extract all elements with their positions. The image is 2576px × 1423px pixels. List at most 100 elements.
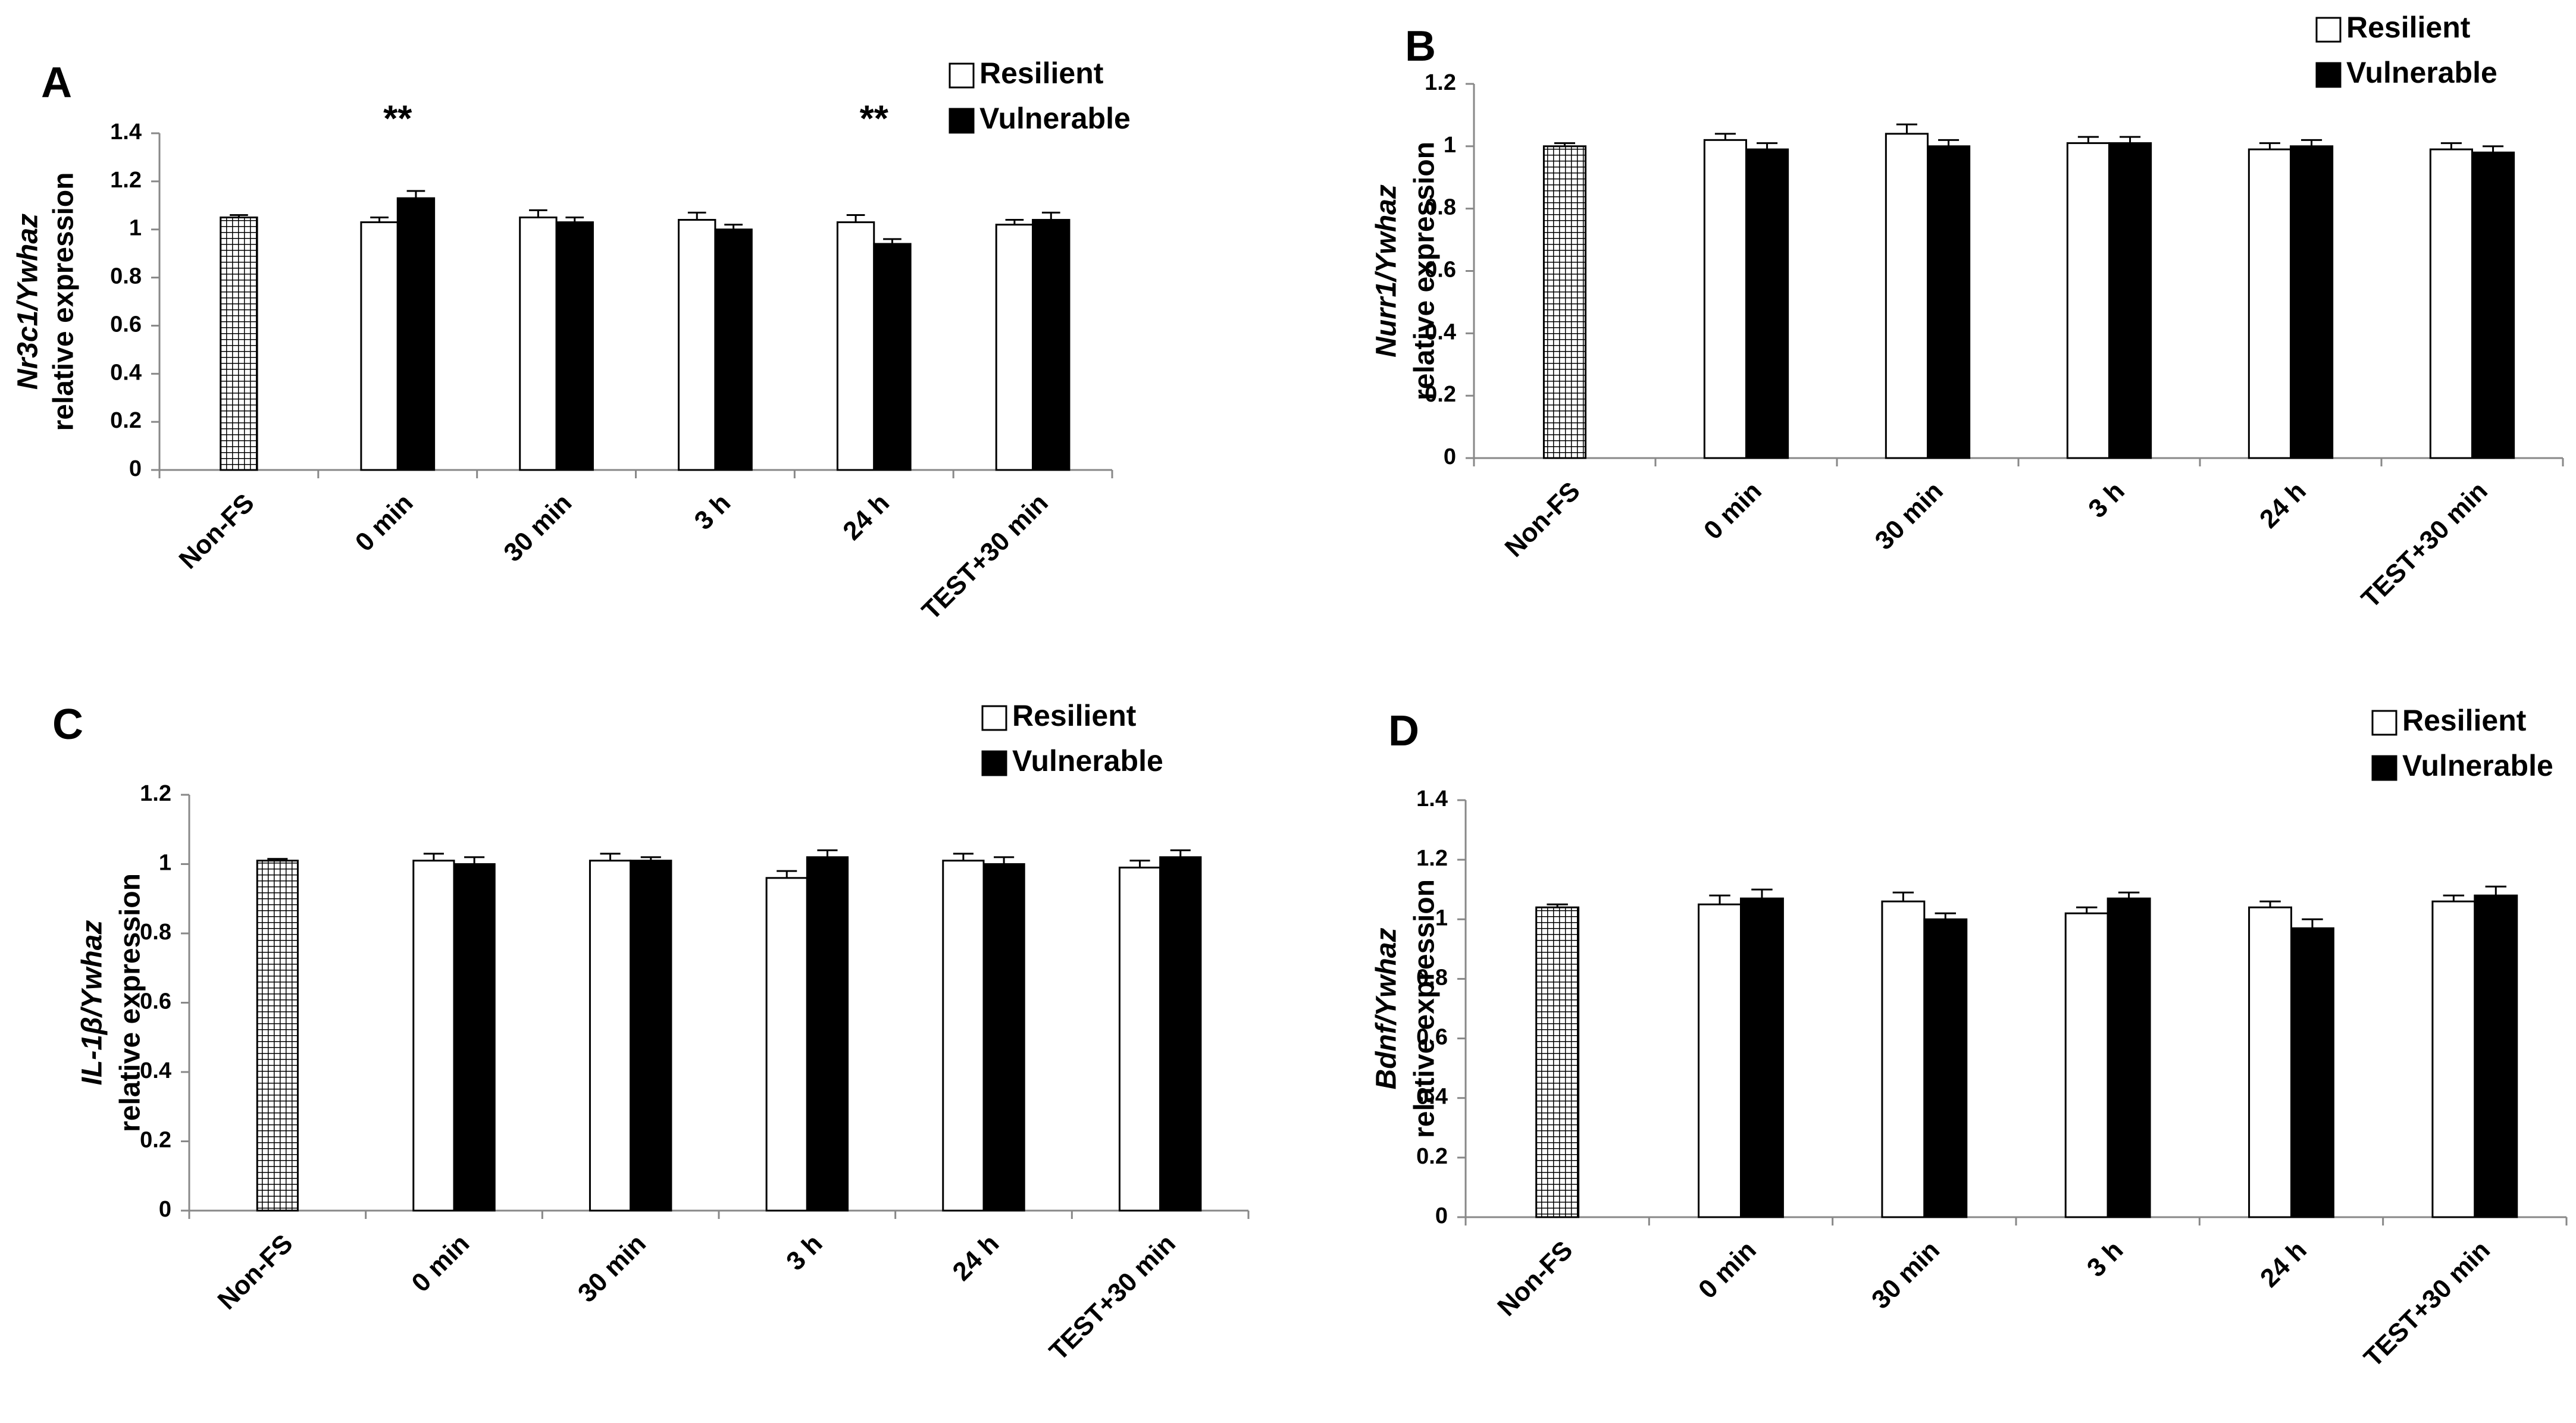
y-tick-label: 0 — [1444, 444, 1456, 469]
bar — [453, 863, 496, 1212]
bar — [1118, 866, 1162, 1212]
y-axis-label: relative expression — [1409, 142, 1441, 400]
significance-label: ** — [860, 98, 889, 139]
legend-swatch — [981, 750, 1007, 776]
error-bar — [2301, 139, 2323, 146]
error-bar — [640, 856, 661, 861]
y-tick-label: 0.4 — [1425, 319, 1456, 344]
error-bar — [2118, 891, 2140, 899]
y-tick-label: 1 — [1435, 905, 1448, 930]
error-bar — [565, 217, 584, 222]
y-tick-label: 0.2 — [110, 408, 142, 433]
y-tick-label: 0.8 — [1425, 195, 1456, 220]
error-bar — [953, 852, 974, 861]
bar — [1159, 856, 1202, 1212]
error-bar — [817, 849, 838, 857]
bar — [360, 221, 399, 471]
y-axis-label: relative expression — [1409, 879, 1441, 1138]
y-axis-label: Nurr1/Ywhaz — [1371, 184, 1403, 358]
error-bar — [1547, 903, 1568, 908]
error-bar — [2302, 918, 2323, 929]
error-bar — [1005, 219, 1024, 225]
y-tick-label: 0.2 — [1416, 1144, 1448, 1169]
y-axis-label: relative expression — [115, 873, 146, 1132]
error-bar — [846, 214, 865, 222]
bar — [836, 221, 875, 471]
y-tick-label: 1.4 — [110, 120, 142, 145]
x-tick-label: 24 h — [837, 488, 895, 546]
error-bar — [687, 211, 706, 220]
bar — [1881, 900, 1926, 1218]
y-tick-label: 0.8 — [110, 264, 142, 289]
error-bar — [2259, 142, 2280, 150]
y-tick-label: 0.2 — [1425, 382, 1456, 407]
x-tick-label: 0 min — [350, 488, 419, 557]
error-bar — [2483, 145, 2504, 153]
bar — [555, 221, 594, 471]
error-bar — [2077, 136, 2099, 143]
panel-letter: B — [1405, 23, 1436, 70]
error-bar — [1938, 139, 1960, 146]
x-tick-label: Non-FS — [1492, 1236, 1578, 1322]
panel-letter: A — [41, 59, 72, 106]
legend-label: Resilient — [2402, 704, 2527, 737]
x-tick-label: 0 min — [406, 1229, 475, 1298]
y-tick-label: 0.6 — [1425, 258, 1456, 283]
y-tick-label: 1.2 — [1425, 70, 1456, 95]
error-bar — [1757, 142, 1778, 150]
error-bar — [777, 870, 797, 878]
y-tick-label: 1.2 — [140, 781, 171, 806]
error-bar — [464, 856, 485, 864]
x-tick-label: TEST+30 min — [1044, 1229, 1181, 1366]
bar — [2107, 897, 2151, 1218]
x-tick-label: 30 min — [1866, 1236, 1945, 1315]
bar — [1745, 148, 1789, 459]
x-tick-label: 3 h — [2082, 1236, 2129, 1283]
bar — [1032, 219, 1071, 471]
bar — [1703, 139, 1748, 459]
x-tick-label: TEST+30 min — [2358, 1236, 2496, 1373]
bar — [2066, 142, 2111, 459]
bar — [714, 228, 753, 471]
error-bar — [1170, 849, 1191, 857]
y-tick-label: 0 — [1435, 1203, 1448, 1228]
legend-swatch — [2315, 17, 2342, 43]
significance-label: ** — [383, 98, 412, 139]
bar — [396, 197, 436, 471]
error-bar — [1751, 888, 1773, 899]
error-bar — [529, 209, 547, 218]
x-tick-label: 30 min — [1870, 477, 1949, 556]
y-tick-label: 0.6 — [140, 989, 171, 1014]
panel-letter: C — [52, 701, 83, 748]
y-tick-label: 0.4 — [140, 1058, 171, 1083]
bar — [519, 217, 558, 471]
error-bar — [2440, 142, 2462, 150]
legend-swatch — [2315, 62, 2342, 88]
legend-label: Resilient — [2346, 11, 2471, 44]
error-bar — [267, 858, 288, 861]
legend-label: Vulnerable — [2402, 749, 2553, 782]
error-bar — [1896, 123, 1917, 134]
legend-swatch — [949, 108, 975, 134]
error-bar — [724, 224, 743, 230]
x-tick-label: TEST+30 min — [916, 488, 1054, 626]
error-bar — [1892, 891, 1914, 902]
bar — [2431, 900, 2476, 1218]
bar — [630, 860, 672, 1212]
bar — [1698, 903, 1742, 1218]
bar — [2471, 151, 2515, 459]
y-tick-label: 0.6 — [110, 312, 142, 337]
bar — [220, 217, 258, 471]
x-tick-label: 30 min — [498, 488, 577, 568]
bar — [1927, 145, 1971, 459]
bar — [2064, 912, 2109, 1218]
legend-swatch — [949, 62, 975, 89]
legend-label: Resilient — [1012, 699, 1137, 732]
legend-label: Vulnerable — [979, 102, 1131, 135]
legend-swatch — [2371, 755, 2397, 781]
bar — [2429, 148, 2474, 459]
error-bar — [2259, 900, 2281, 908]
x-tick-label: 3 h — [781, 1229, 828, 1277]
error-bar — [600, 852, 621, 861]
x-tick-label: 3 h — [689, 488, 737, 536]
